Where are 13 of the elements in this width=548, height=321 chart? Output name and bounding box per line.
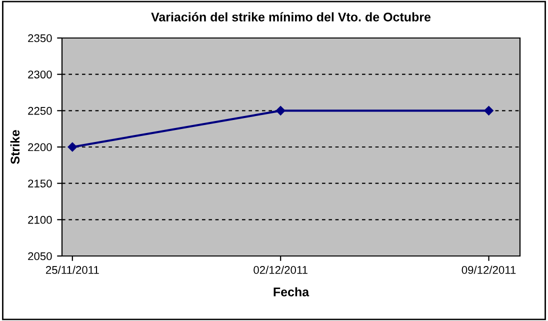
x-axis-title: Fecha (274, 287, 310, 296)
x-tick-label: 09/12/2011 (462, 266, 516, 274)
y-axis-title: Strike (10, 130, 20, 164)
x-tick-label: 25/11/2011 (46, 266, 99, 274)
y-tick-label: 2300 (28, 70, 52, 78)
y-tick-label: 2050 (28, 252, 52, 260)
y-tick-label: 2250 (28, 106, 52, 115)
y-tick-label: 2350 (28, 34, 52, 42)
chart-title: Variación del strike mínimo del Vto. de Octubre (151, 12, 431, 22)
y-tick-label: 2150 (28, 180, 52, 188)
y-tick-label: 2100 (28, 216, 52, 224)
y-tick-label: 2200 (28, 143, 52, 152)
x-tick-label: 02/12/2011 (254, 266, 308, 274)
